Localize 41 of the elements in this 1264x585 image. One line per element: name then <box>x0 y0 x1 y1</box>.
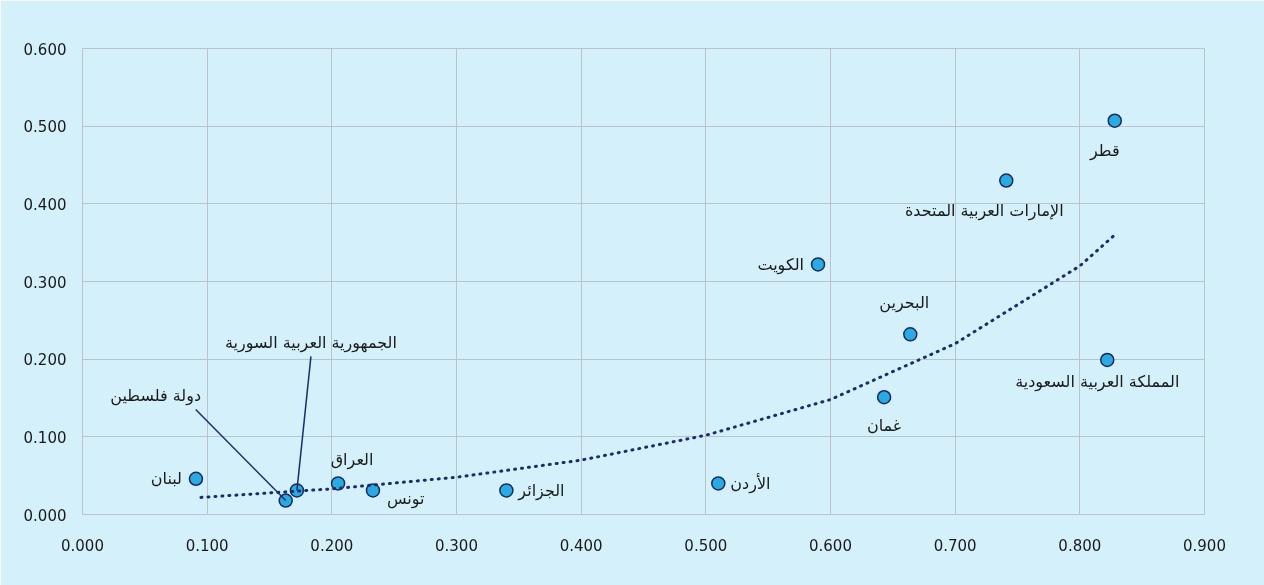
x-tick-label: 0.000 <box>61 536 104 555</box>
annotation: الإمارات العربية المتحدة <box>904 201 1064 222</box>
annotation: دولة فلسطين <box>110 386 202 407</box>
y-tick-label: 0.400 <box>23 195 67 214</box>
point <box>876 389 892 405</box>
point <box>903 327 918 342</box>
point <box>188 471 204 487</box>
y-tick-label: 0.100 <box>23 428 67 447</box>
annotation: المملكة العربية السعودية <box>1015 372 1180 393</box>
y-tick-label: 0.600 <box>23 40 67 59</box>
point <box>810 257 826 272</box>
point <box>365 483 381 498</box>
y-tick-label: 0.300 <box>23 273 67 292</box>
annotation: العراق <box>330 449 374 470</box>
y-tick-label: 0.500 <box>23 118 67 137</box>
annotation: تونس <box>386 488 425 509</box>
point <box>711 476 726 491</box>
annotation: الجمهورية العربية السورية <box>225 332 397 353</box>
point <box>499 483 514 498</box>
annotation: قطر <box>1088 141 1120 162</box>
y-tick-label: 0.200 <box>23 351 67 370</box>
x-tick-label: 0.600 <box>809 536 852 555</box>
annotation: الأردن <box>730 472 771 494</box>
x-tick-label: 0.300 <box>435 536 478 555</box>
annotation: لبنان <box>150 469 182 489</box>
point <box>1100 352 1115 368</box>
x-tick-label: 0.900 <box>1183 536 1226 555</box>
x-tick-label: 0.700 <box>933 536 977 555</box>
x-tick-label: 0.400 <box>559 536 603 555</box>
annotation: البحرين <box>879 292 930 313</box>
annotation: الكويت <box>757 254 805 275</box>
point <box>1107 113 1122 128</box>
point <box>999 173 1014 188</box>
x-tick-label: 0.100 <box>185 536 229 555</box>
annotation: غمان <box>866 415 902 435</box>
x-tick-label: 0.200 <box>310 536 354 555</box>
x-tick-label: 0.800 <box>1058 536 1102 555</box>
x-tick-label: 0.500 <box>684 536 728 555</box>
y-tick-label: 0.000 <box>23 506 67 525</box>
annotation: الجزائر <box>517 480 565 501</box>
point <box>278 493 293 508</box>
